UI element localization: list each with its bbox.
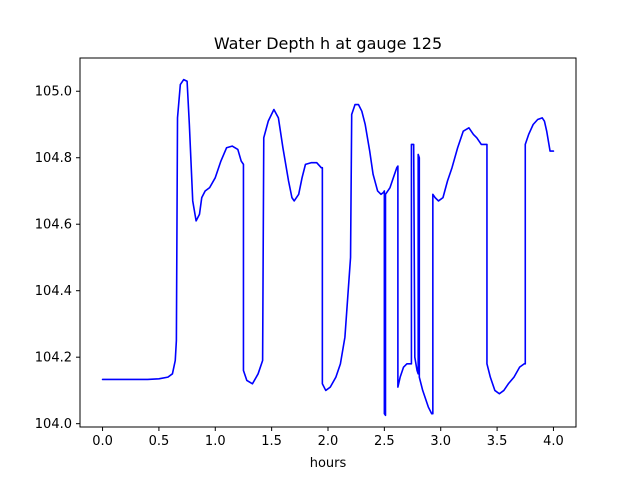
y-tick-label: 104.6 [35,218,72,233]
series-line-0 [101,78,555,417]
x-tick-label: 2.0 [318,434,339,449]
plot-area [101,78,555,417]
x-axis-label: hours [310,456,347,471]
axes-frame [79,57,577,428]
x-tick-label: 3.5 [487,434,508,449]
x-tick-label: 0.5 [149,434,170,449]
y-axis: 104.0 104.2 104.4 104.6 104.8 105.0 [35,85,80,432]
x-tick-label: 4.0 [543,434,564,449]
x-tick-label: 2.5 [374,434,395,449]
x-axis: 0.0 0.5 1.0 1.5 2.0 2.5 3.0 3.5 4.0 [92,427,564,449]
y-tick-label: 105.0 [35,85,72,100]
x-tick-label: 0.0 [92,434,113,449]
y-tick-label: 104.8 [35,151,72,166]
y-tick-label: 104.0 [35,417,72,432]
chart-title: Water Depth h at gauge 125 [214,34,442,53]
y-tick-label: 104.2 [35,351,72,366]
x-tick-label: 3.0 [430,434,451,449]
x-tick-label: 1.5 [261,434,282,449]
y-tick-label: 104.4 [35,284,72,299]
x-tick-label: 1.0 [205,434,226,449]
